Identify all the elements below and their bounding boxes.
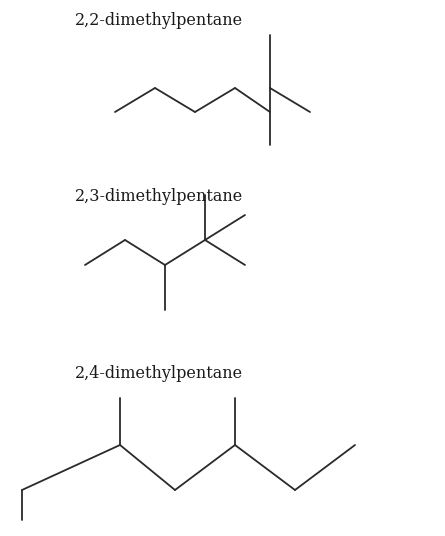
Text: 2,4-dimethylpentane: 2,4-dimethylpentane: [75, 365, 243, 382]
Text: 2,2-dimethylpentane: 2,2-dimethylpentane: [75, 12, 243, 29]
Text: 2,3-dimethylpentane: 2,3-dimethylpentane: [75, 188, 243, 205]
